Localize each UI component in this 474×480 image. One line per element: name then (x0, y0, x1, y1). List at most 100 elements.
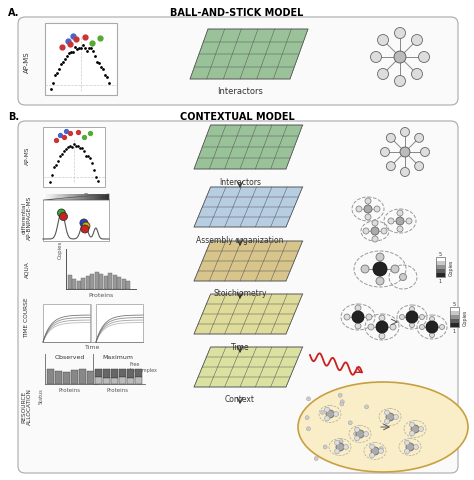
Circle shape (355, 436, 359, 441)
Bar (127, 378, 134, 384)
Bar (109, 274, 112, 289)
Circle shape (419, 52, 429, 63)
Circle shape (419, 427, 423, 432)
Circle shape (406, 218, 412, 225)
Bar (43, 304, 90, 342)
Circle shape (429, 333, 435, 338)
Circle shape (370, 444, 374, 449)
Text: 5: 5 (453, 301, 456, 306)
Circle shape (355, 324, 361, 329)
Bar (113, 276, 117, 289)
Text: Time: Time (85, 344, 100, 349)
Circle shape (355, 305, 361, 312)
Bar (106, 194, 107, 201)
Bar (101, 194, 102, 201)
Circle shape (80, 219, 88, 228)
Bar (77, 281, 81, 289)
Text: CONTEXTUAL MODEL: CONTEXTUAL MODEL (180, 112, 294, 122)
Circle shape (400, 315, 404, 320)
Bar (77, 194, 78, 201)
Bar (91, 275, 94, 289)
Circle shape (338, 394, 342, 397)
Bar (64, 194, 65, 201)
Circle shape (384, 410, 390, 415)
Bar (95, 377, 102, 384)
Bar (66, 194, 67, 201)
Circle shape (371, 52, 382, 63)
Text: Time: Time (231, 342, 249, 351)
Circle shape (336, 443, 344, 451)
Text: Free: Free (130, 361, 140, 366)
Bar (92, 194, 93, 201)
Circle shape (411, 69, 422, 80)
Circle shape (364, 432, 368, 437)
Text: AP-MS: AP-MS (24, 51, 30, 72)
Text: Copies: Copies (463, 309, 468, 325)
FancyBboxPatch shape (18, 122, 458, 473)
Bar (450, 324, 459, 327)
Bar (55, 194, 56, 201)
Bar (84, 194, 85, 201)
Polygon shape (194, 294, 302, 334)
Bar (52, 194, 53, 201)
Bar (450, 315, 459, 319)
Circle shape (372, 237, 378, 242)
Circle shape (411, 36, 422, 47)
Bar (87, 194, 88, 201)
Bar (102, 194, 103, 201)
Bar (60, 194, 61, 201)
Bar (127, 281, 130, 289)
Bar (436, 274, 445, 277)
Circle shape (391, 265, 399, 274)
Text: 1: 1 (439, 278, 442, 283)
Bar (45, 24, 117, 96)
Circle shape (82, 223, 90, 230)
Circle shape (394, 76, 405, 87)
Text: Stoichiometry: Stoichiometry (213, 288, 267, 298)
Polygon shape (190, 30, 308, 80)
Bar (436, 269, 445, 273)
Bar (81, 194, 82, 201)
Bar (56, 194, 57, 201)
Circle shape (334, 412, 338, 417)
Circle shape (365, 199, 371, 204)
Bar (57, 194, 58, 201)
Bar (107, 194, 108, 201)
Bar (62, 194, 63, 201)
Text: Assembly organization: Assembly organization (196, 236, 284, 244)
Bar (71, 370, 78, 384)
Text: In complex: In complex (130, 367, 157, 372)
Bar (135, 369, 142, 378)
Bar (118, 277, 121, 289)
Circle shape (381, 148, 390, 157)
Circle shape (305, 416, 309, 420)
Bar (436, 257, 445, 261)
Text: Interactors: Interactors (217, 87, 263, 96)
Bar (450, 307, 459, 327)
Bar (88, 194, 89, 201)
Bar (85, 194, 86, 201)
FancyBboxPatch shape (18, 18, 458, 106)
Bar (105, 194, 106, 201)
Bar (44, 194, 45, 201)
Circle shape (396, 217, 404, 226)
Polygon shape (194, 347, 302, 387)
Circle shape (400, 148, 410, 157)
Bar (68, 276, 72, 289)
Bar (58, 194, 60, 201)
Bar (46, 194, 47, 201)
Circle shape (371, 447, 379, 455)
Circle shape (419, 315, 425, 320)
Bar (436, 257, 445, 277)
Circle shape (386, 413, 394, 421)
Polygon shape (194, 126, 302, 169)
Text: Proteins: Proteins (59, 387, 81, 392)
Bar (119, 377, 126, 384)
Circle shape (376, 253, 384, 262)
Circle shape (393, 415, 399, 420)
Circle shape (379, 447, 383, 451)
Circle shape (415, 162, 424, 171)
Bar (91, 194, 92, 201)
Bar (68, 194, 69, 201)
Circle shape (340, 402, 344, 406)
